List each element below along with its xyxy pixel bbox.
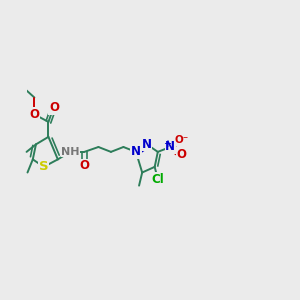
Text: S: S bbox=[39, 160, 49, 173]
Text: N: N bbox=[131, 146, 141, 158]
Text: O: O bbox=[80, 159, 89, 172]
Text: NH: NH bbox=[61, 147, 80, 157]
Text: O: O bbox=[29, 108, 39, 121]
Text: N: N bbox=[165, 140, 175, 154]
Text: O⁻: O⁻ bbox=[174, 134, 188, 145]
Text: +: + bbox=[163, 140, 171, 149]
Text: Cl: Cl bbox=[152, 173, 164, 186]
Text: O: O bbox=[176, 148, 186, 161]
Text: N: N bbox=[142, 138, 152, 151]
Text: O: O bbox=[49, 101, 59, 114]
